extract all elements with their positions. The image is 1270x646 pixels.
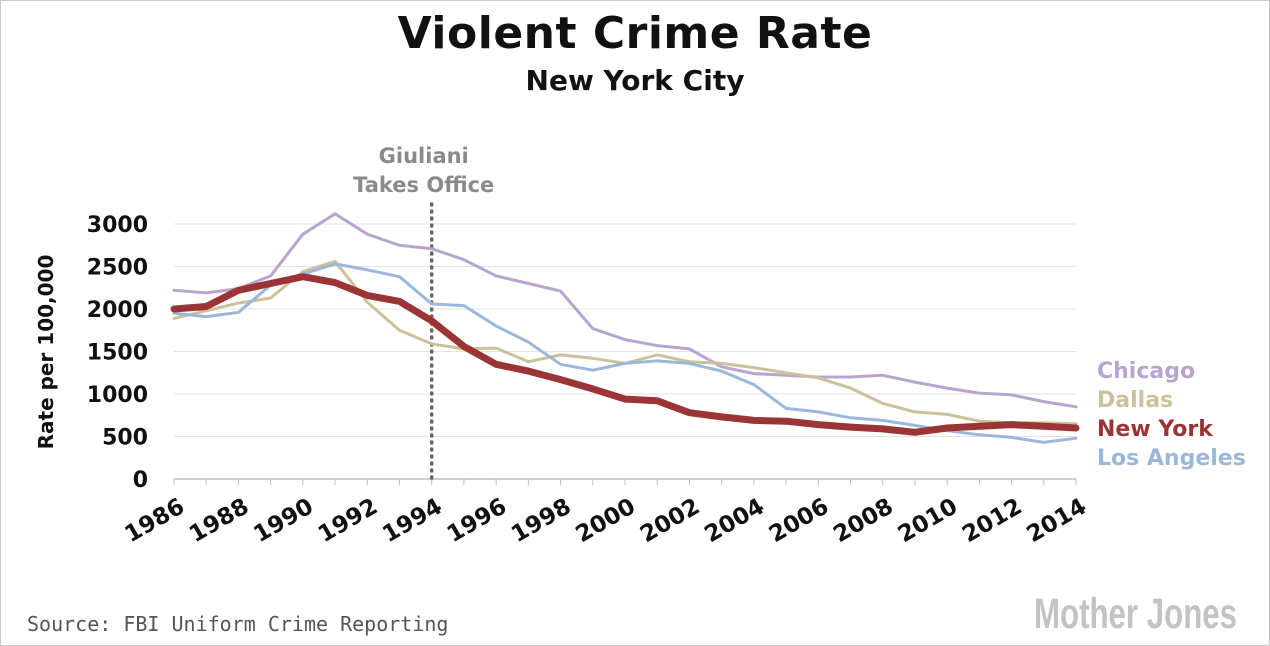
y-tick-1000: 1000: [87, 383, 148, 408]
annotation-text-0: Giuliani: [379, 144, 469, 168]
y-axis-label: Rate per 100,000: [34, 255, 58, 450]
y-tick-500: 500: [102, 426, 148, 451]
legend-item-chicago: Chicago: [1097, 359, 1195, 384]
x-tick-1992: 1992: [314, 494, 382, 549]
x-tick-1986: 1986: [121, 494, 189, 549]
mother-jones-logo: Mother Jones: [1034, 590, 1237, 638]
x-tick-1998: 1998: [507, 494, 575, 549]
x-tick-2008: 2008: [829, 494, 897, 549]
series-line-chicago: [172, 212, 1078, 409]
annotation-text-1: Takes Office: [353, 173, 494, 197]
series-lines: [170, 212, 1080, 444]
series-line-new-york: [170, 273, 1080, 436]
x-tick-2014: 2014: [1023, 494, 1091, 549]
x-tick-2000: 2000: [572, 494, 640, 549]
x-tick-2004: 2004: [700, 494, 768, 549]
series-line-los-angeles: [172, 262, 1078, 444]
x-tick-2006: 2006: [765, 494, 833, 549]
y-tick-2000: 2000: [87, 298, 148, 323]
x-tick-1988: 1988: [185, 494, 253, 549]
y-tick-1500: 1500: [87, 341, 148, 366]
x-tick-1996: 1996: [443, 494, 511, 549]
chart-subtitle: New York City: [525, 64, 745, 97]
y-axis-ticks: 0 500 1000 1500 2000 2500 3000: [87, 213, 148, 493]
source-note: Source: FBI Uniform Crime Reporting: [27, 612, 449, 636]
chart-title: Violent Crime Rate: [397, 8, 873, 59]
x-tick-2002: 2002: [636, 494, 704, 549]
gridlines: [174, 223, 1076, 437]
x-tick-2012: 2012: [958, 494, 1026, 549]
x-tick-2010: 2010: [894, 494, 962, 549]
legend: Chicago Dallas New York Los Angeles: [1097, 359, 1246, 471]
y-tick-3000: 3000: [87, 213, 148, 238]
legend-item-new-york: New York: [1097, 417, 1214, 442]
y-tick-2500: 2500: [87, 256, 148, 281]
y-tick-0: 0: [133, 468, 148, 493]
giuliani-annotation: Giuliani Takes Office: [353, 144, 494, 481]
svg-text:Mother Jones: Mother Jones: [1034, 590, 1237, 638]
x-axis: [173, 478, 1077, 485]
x-axis-ticks: 1986198819901992199419961998200020022004…: [121, 494, 1091, 549]
legend-item-dallas: Dallas: [1097, 388, 1173, 413]
legend-item-los-angeles: Los Angeles: [1097, 446, 1246, 471]
x-tick-1994: 1994: [378, 494, 446, 549]
x-tick-1990: 1990: [249, 494, 317, 549]
